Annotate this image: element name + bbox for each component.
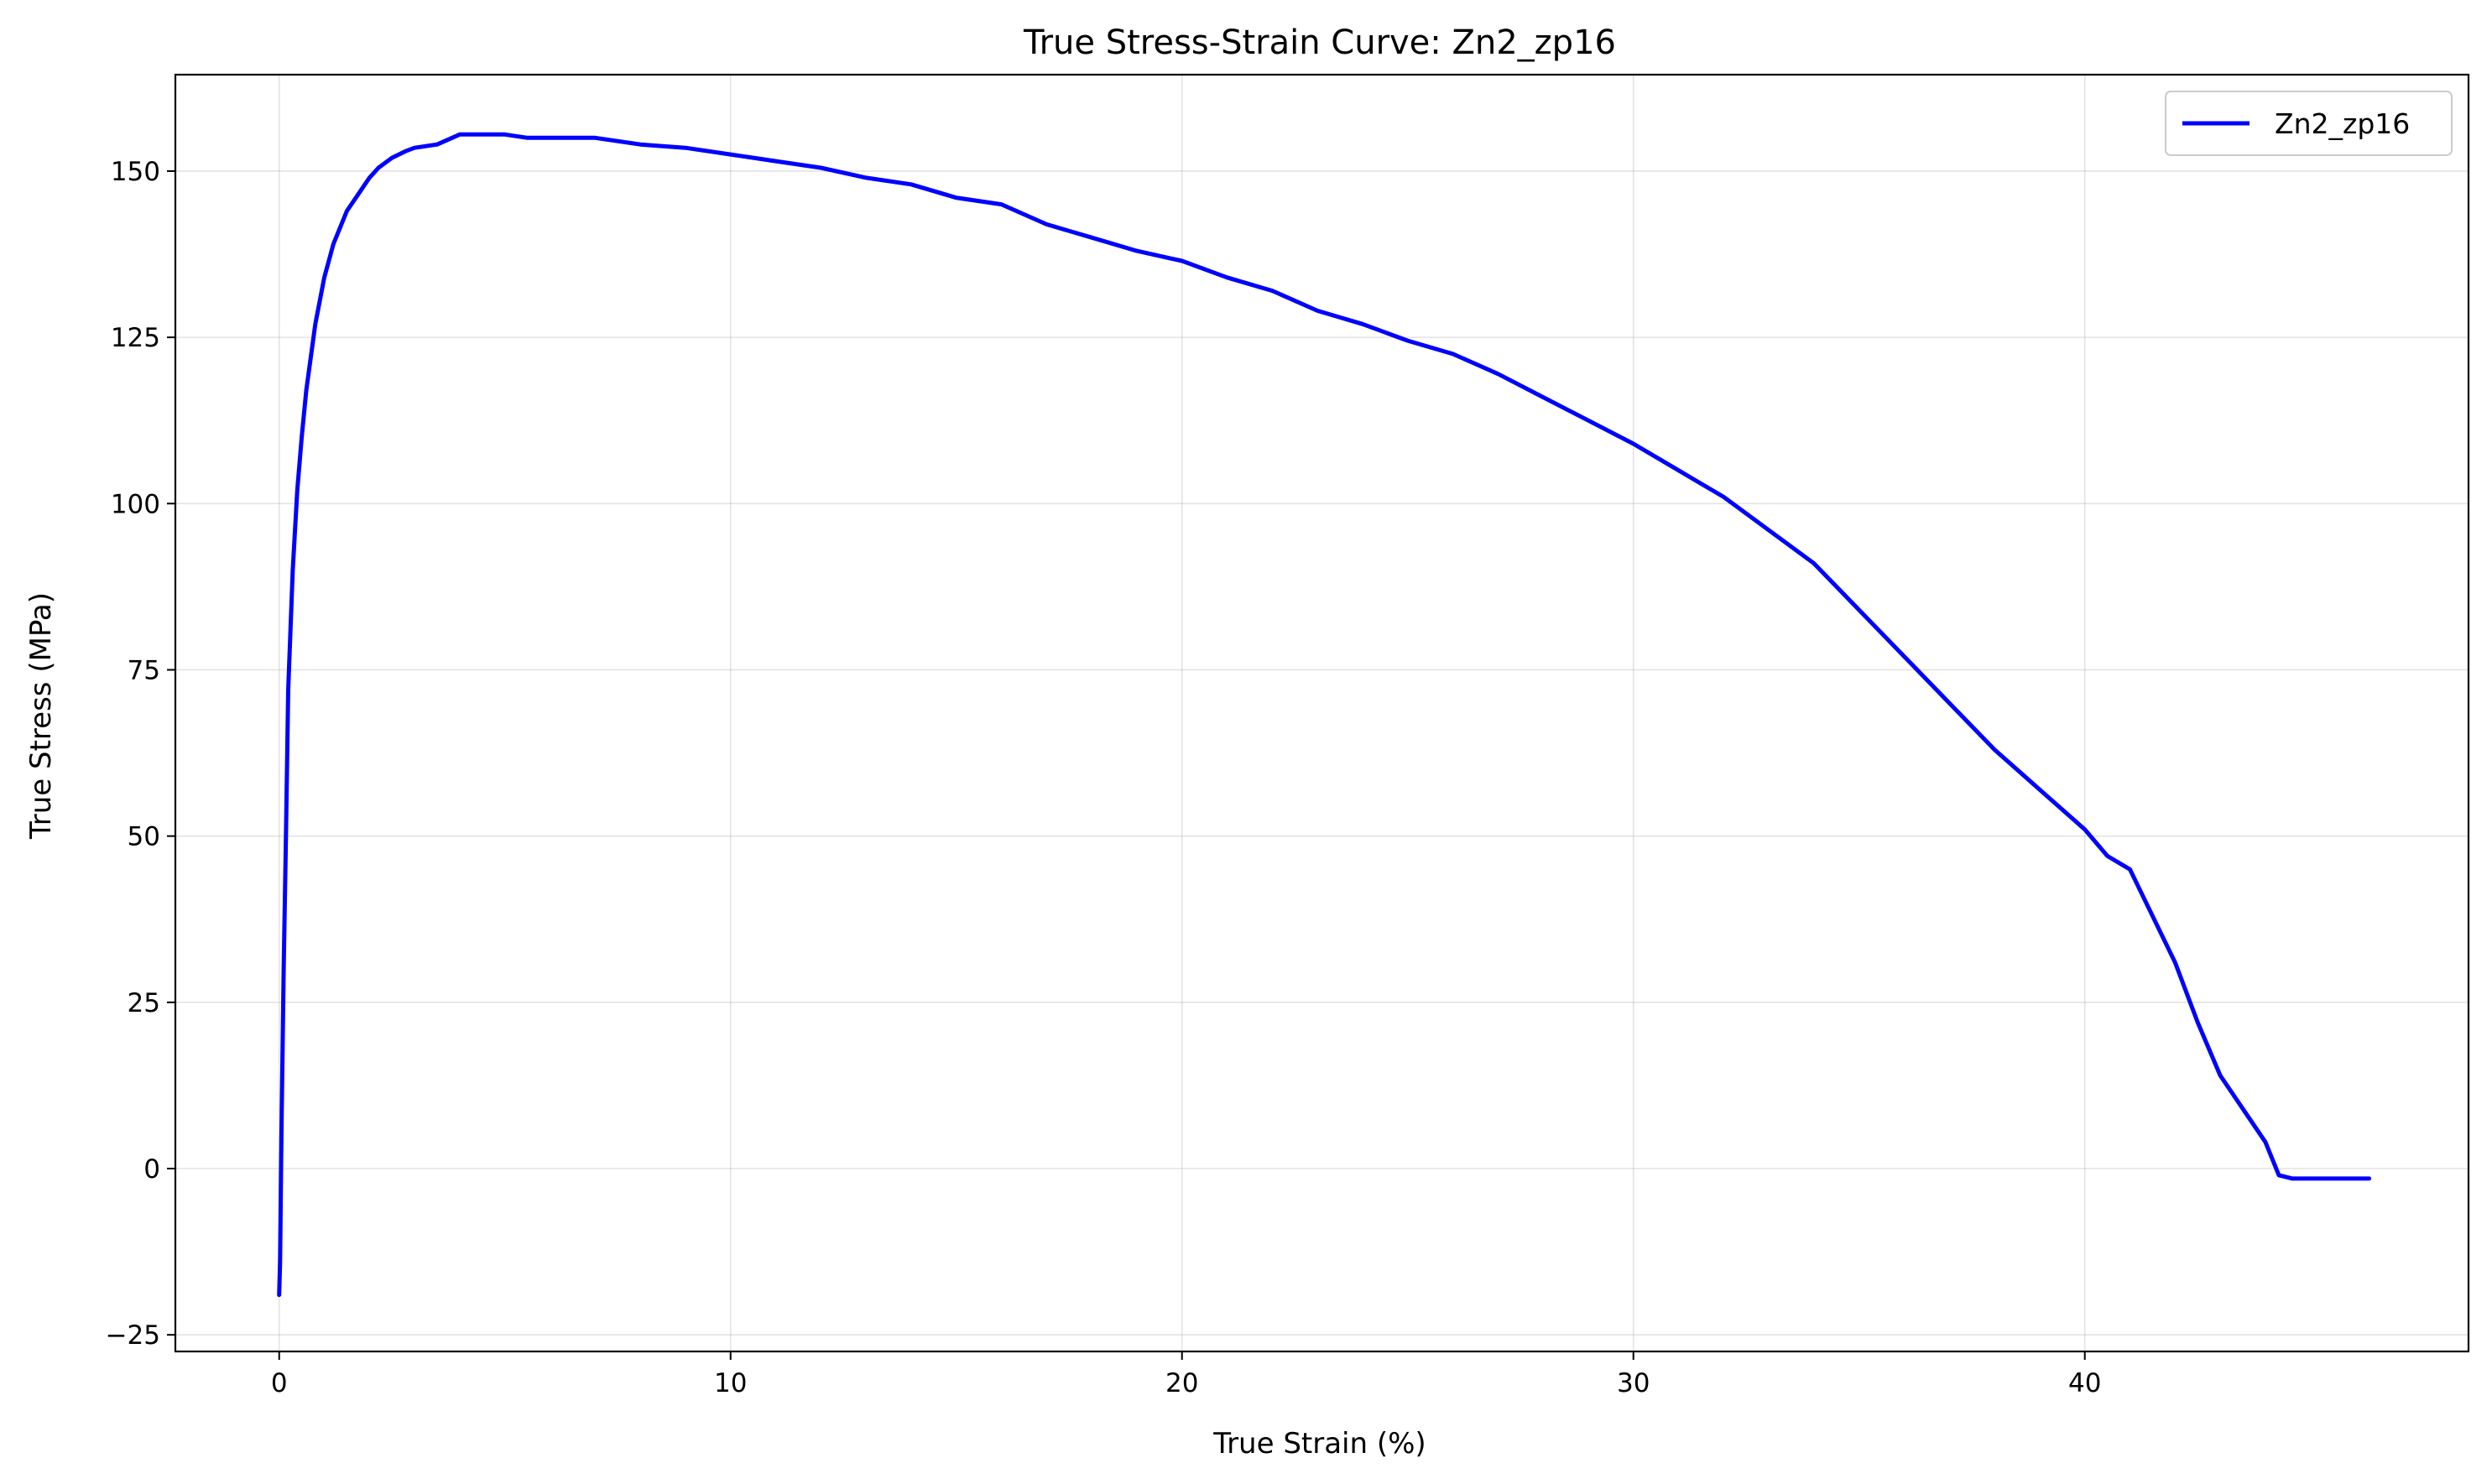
y-axis-ticks: −25 0 25 50 75 100 125 150 <box>106 157 175 1351</box>
chart-title: True Stress-Strain Curve: Zn2_zp16 <box>1023 23 1616 62</box>
x-axis-label: True Strain (%) <box>1212 1427 1426 1461</box>
y-tick-label: 0 <box>143 1154 160 1185</box>
legend-box <box>2165 91 2453 156</box>
series-line-zn2-zp16 <box>277 132 2372 1298</box>
x-tick-label: 30 <box>1617 1368 1650 1398</box>
x-axis-ticks: 0 10 20 30 40 <box>271 1351 2101 1398</box>
y-tick-label: 75 <box>128 655 160 685</box>
y-axis-label: True Stress (MPa) <box>24 592 58 840</box>
plot-frame <box>174 73 2470 1353</box>
y-tick-label: −25 <box>106 1320 160 1351</box>
y-tick-label: 25 <box>128 988 160 1018</box>
y-tick-label: 100 <box>111 489 160 519</box>
x-tick-label: 40 <box>2068 1368 2101 1398</box>
x-tick-label: 0 <box>271 1368 288 1398</box>
y-tick-label: 150 <box>111 157 160 187</box>
legend-entry-zn2-zp16: Zn2_zp16 <box>2275 107 2410 140</box>
grid-lines <box>175 75 2469 1351</box>
y-tick-label: 50 <box>128 822 160 852</box>
x-tick-label: 10 <box>714 1368 747 1398</box>
x-tick-label: 20 <box>1165 1368 1198 1398</box>
y-tick-label: 125 <box>111 323 160 353</box>
legend: Zn2_zp16 <box>2165 91 2453 156</box>
plot-series <box>277 132 2372 1298</box>
